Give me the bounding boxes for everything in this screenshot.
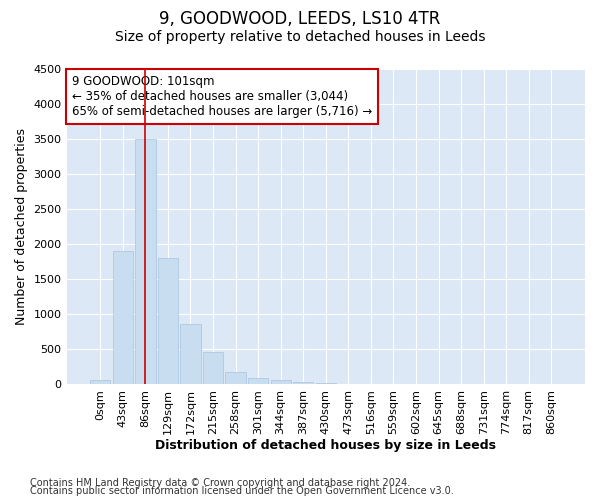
Bar [90,380,110,384]
Text: Contains public sector information licensed under the Open Government Licence v3: Contains public sector information licen… [30,486,454,496]
Y-axis label: Number of detached properties: Number of detached properties [15,128,28,325]
Bar [226,372,246,384]
Bar [158,258,178,384]
Bar [248,378,268,384]
Text: 9 GOODWOOD: 101sqm
← 35% of detached houses are smaller (3,044)
65% of semi-deta: 9 GOODWOOD: 101sqm ← 35% of detached hou… [72,76,372,118]
Bar [113,251,133,384]
Bar [135,139,155,384]
Bar [203,352,223,384]
Text: Contains HM Land Registry data © Crown copyright and database right 2024.: Contains HM Land Registry data © Crown c… [30,478,410,488]
Bar [181,324,200,384]
X-axis label: Distribution of detached houses by size in Leeds: Distribution of detached houses by size … [155,440,496,452]
Text: Size of property relative to detached houses in Leeds: Size of property relative to detached ho… [115,30,485,44]
Bar [271,380,291,384]
Text: 9, GOODWOOD, LEEDS, LS10 4TR: 9, GOODWOOD, LEEDS, LS10 4TR [160,10,440,28]
Bar [293,382,313,384]
